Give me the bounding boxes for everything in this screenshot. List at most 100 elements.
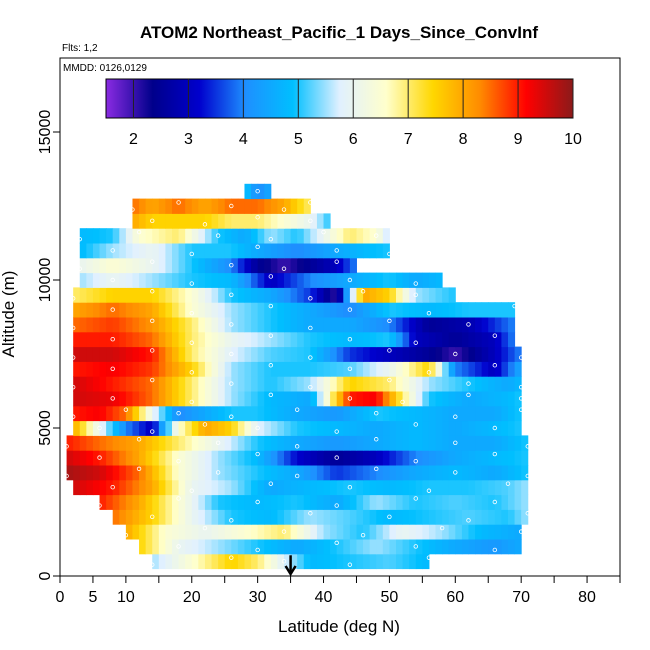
heatmap-cell bbox=[475, 524, 483, 540]
heatmap-cell bbox=[356, 405, 364, 422]
sample-point bbox=[150, 514, 155, 519]
heatmap-cell bbox=[125, 405, 133, 422]
sample-point bbox=[150, 562, 155, 567]
heatmap-cell bbox=[66, 450, 74, 466]
heatmap-cell bbox=[231, 287, 239, 303]
heatmap-cell bbox=[396, 509, 404, 525]
heatmap-cell bbox=[422, 420, 430, 436]
sample-point bbox=[229, 322, 234, 327]
sample-point bbox=[525, 473, 530, 479]
heatmap-cell bbox=[330, 243, 338, 259]
heatmap-cell bbox=[323, 302, 331, 318]
heatmap-cell bbox=[409, 317, 417, 333]
heatmap-cell bbox=[363, 509, 371, 525]
sample-point bbox=[347, 337, 353, 342]
sample-point bbox=[255, 425, 260, 431]
heatmap-cell bbox=[415, 420, 423, 436]
heatmap-cell bbox=[290, 420, 298, 436]
heatmap-cell bbox=[73, 420, 81, 436]
sample-point bbox=[150, 318, 155, 324]
heatmap-cell bbox=[316, 257, 325, 274]
heatmap-cell bbox=[369, 317, 377, 333]
heatmap-cell bbox=[468, 302, 476, 318]
heatmap-cell bbox=[79, 317, 87, 333]
sample-point bbox=[413, 458, 418, 464]
heatmap-cell bbox=[284, 376, 292, 392]
heatmap-cell bbox=[475, 391, 483, 407]
heatmap-cell bbox=[349, 420, 357, 436]
heatmap-cell bbox=[415, 302, 423, 318]
heatmap-cell bbox=[257, 302, 265, 318]
heatmap-cell bbox=[204, 435, 213, 451]
heatmap-cell bbox=[455, 376, 463, 392]
heatmap-cell bbox=[396, 539, 404, 555]
heatmap-cell bbox=[191, 213, 199, 229]
heatmap-cell bbox=[448, 391, 456, 407]
heatmap-cell bbox=[165, 331, 173, 348]
heatmap-cell bbox=[303, 539, 311, 555]
heatmap-cell bbox=[501, 391, 509, 407]
heatmap-cell bbox=[139, 420, 147, 436]
heatmap-cell bbox=[343, 509, 351, 525]
heatmap-cell bbox=[251, 465, 259, 481]
heatmap-cell bbox=[165, 539, 173, 555]
heatmap-cell bbox=[461, 302, 469, 318]
heatmap-cell bbox=[389, 435, 397, 451]
heatmap-cell bbox=[415, 435, 423, 451]
heatmap-cell bbox=[455, 405, 463, 422]
heatmap-cell bbox=[231, 405, 239, 422]
heatmap-cell bbox=[145, 272, 153, 288]
heatmap-cell bbox=[119, 494, 127, 510]
heatmap-cell bbox=[224, 420, 232, 436]
sample-point bbox=[110, 485, 115, 490]
sample-point bbox=[229, 292, 234, 297]
heatmap-cell bbox=[237, 391, 245, 407]
heatmap-cell bbox=[290, 405, 298, 422]
heatmap-cell bbox=[178, 228, 186, 244]
heatmap-cell bbox=[172, 317, 180, 333]
heatmap-cell bbox=[521, 479, 529, 496]
heatmap-cell bbox=[382, 272, 390, 288]
heatmap-cell bbox=[204, 287, 213, 303]
heatmap-cell bbox=[251, 509, 259, 525]
heatmap-cell bbox=[106, 494, 114, 510]
heatmap-cell bbox=[92, 450, 101, 466]
heatmap-cell bbox=[343, 391, 351, 407]
heatmap-cell bbox=[119, 450, 127, 466]
heatmap-cell bbox=[185, 287, 193, 303]
heatmap-cell bbox=[376, 450, 384, 466]
heatmap-cell bbox=[508, 405, 516, 422]
heatmap-cell bbox=[376, 420, 384, 436]
heatmap-cell bbox=[376, 287, 384, 303]
heatmap-cell bbox=[508, 346, 516, 362]
heatmap-cell bbox=[396, 272, 404, 288]
heatmap-cell bbox=[369, 420, 377, 436]
heatmap-cell bbox=[132, 391, 140, 407]
heatmap-cell bbox=[501, 435, 509, 451]
heatmap-cell bbox=[198, 361, 206, 377]
heatmap-cell bbox=[218, 509, 226, 525]
heatmap-cell bbox=[508, 465, 516, 481]
heatmap-cell bbox=[218, 435, 226, 451]
heatmap-cell bbox=[343, 346, 351, 362]
sample-point bbox=[189, 370, 194, 375]
heatmap-cell bbox=[455, 346, 463, 362]
heatmap-cell bbox=[336, 450, 344, 466]
heatmap-cell bbox=[428, 405, 437, 422]
heatmap-cell bbox=[191, 302, 199, 318]
heatmap-cell bbox=[237, 420, 245, 436]
heatmap-cell bbox=[185, 376, 193, 392]
heatmap-cell bbox=[303, 494, 311, 510]
heatmap-cell bbox=[270, 198, 278, 214]
heatmap-cell bbox=[191, 317, 199, 333]
heatmap-cell bbox=[251, 361, 259, 377]
heatmap-cell bbox=[409, 361, 417, 377]
heatmap-cell bbox=[178, 287, 186, 303]
heatmap-cell bbox=[165, 243, 173, 259]
heatmap-cell bbox=[488, 524, 496, 540]
heatmap-cell bbox=[79, 391, 87, 407]
heatmap-cell bbox=[363, 391, 371, 407]
heatmap-cell bbox=[270, 331, 278, 348]
heatmap-cell bbox=[185, 317, 193, 333]
sample-point bbox=[268, 481, 274, 486]
